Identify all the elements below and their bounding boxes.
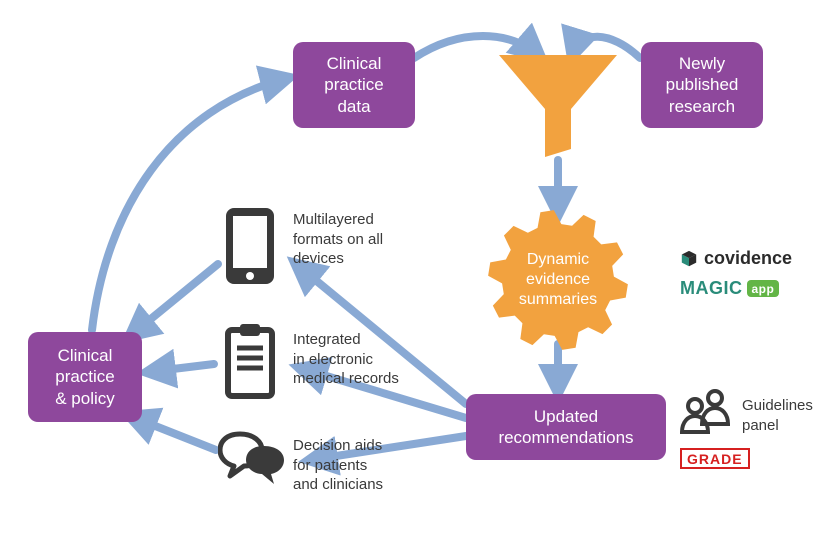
arrow-chat-to-policy	[130, 416, 216, 450]
node-dynamic-evidence-summaries: Dynamicevidencesummaries	[488, 210, 628, 350]
arrow-clipboard-to-policy	[148, 364, 214, 372]
caption-guidelines-panel: Guidelinespanel	[742, 396, 813, 435]
clipboard-icon	[222, 324, 278, 405]
logo-text: covidence	[704, 248, 792, 269]
caption-multilayered-formats: Multilayeredformats on alldevices	[293, 210, 383, 269]
node-clinical-practice-policy: Clinicalpractice& policy	[28, 332, 142, 422]
cube-icon	[680, 250, 698, 268]
logo-text: MAGIC	[680, 278, 743, 299]
node-label: Updatedrecommendations	[498, 406, 633, 449]
arrow-policy-to-cpd	[92, 78, 288, 330]
node-label: Clinicalpracticedata	[324, 53, 384, 117]
node-clinical-practice-data: Clinicalpracticedata	[293, 42, 415, 128]
logo-covidence: covidence	[680, 248, 792, 269]
caption-integrated-emr: Integratedin electronicmedical records	[293, 330, 399, 389]
logo-magicapp: MAGIC app	[680, 278, 779, 299]
node-newly-published-research: Newlypublishedresearch	[641, 42, 763, 128]
caption-decision-aids: Decision aidsfor patientsand clinicians	[293, 436, 383, 495]
chat-bubbles-icon	[218, 430, 288, 493]
people-icon	[678, 388, 736, 441]
node-label: Clinicalpractice& policy	[55, 345, 115, 409]
logo-grade: GRADE	[680, 448, 750, 469]
node-updated-recommendations: Updatedrecommendations	[466, 394, 666, 460]
node-label: Dynamicevidencesummaries	[519, 250, 597, 310]
arrow-tablet-to-policy	[130, 264, 218, 336]
funnel-icon	[493, 49, 623, 164]
logo-badge: app	[747, 280, 780, 297]
tablet-icon	[222, 206, 278, 291]
node-label: Newlypublishedresearch	[666, 53, 739, 117]
